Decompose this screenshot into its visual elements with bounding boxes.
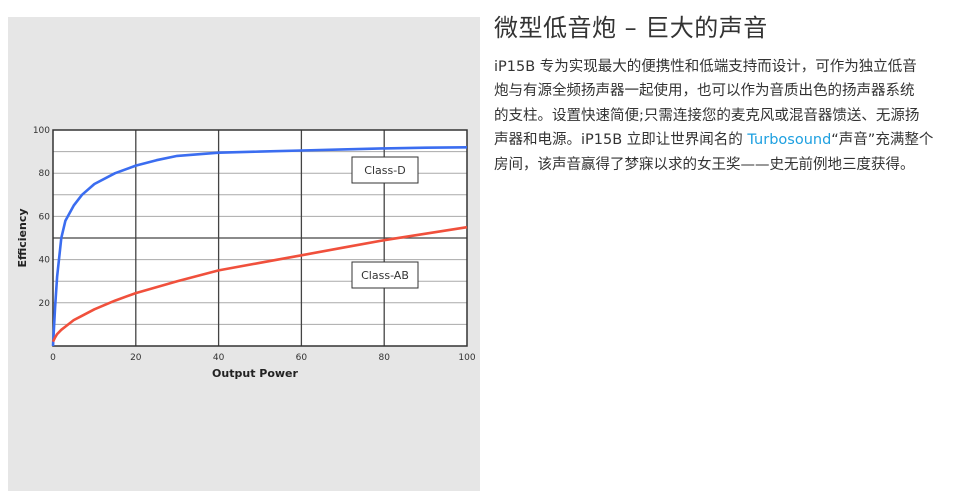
legend-box bbox=[351, 261, 419, 289]
y-tick-label: 60 bbox=[39, 212, 51, 222]
x-tick-label: 20 bbox=[130, 353, 142, 363]
series-line-class-d bbox=[51, 146, 468, 347]
page-title: 微型低音炮 – 巨大的声音 bbox=[494, 14, 768, 42]
paragraph-line: 房间，该声音赢得了梦寐以求的女王奖——史无前例地三度获得。 bbox=[494, 156, 915, 173]
paragraph-text: “声音”充满整个 bbox=[831, 132, 934, 149]
x-tick-label: 0 bbox=[50, 353, 56, 363]
paragraph-line: 炮与有源全频扬声器一起使用，也可以作为音质出色的扬声器系统 bbox=[494, 83, 915, 100]
description-paragraph: iP15B 专为实现最大的便携性和低端支持而设计，可作为独立低音 炮与有源全频扬… bbox=[494, 55, 964, 177]
paragraph-line: iP15B 专为实现最大的便携性和低端支持而设计，可作为独立低音 bbox=[494, 59, 917, 75]
x-axis-label: Output Power bbox=[212, 367, 298, 380]
x-tick-label: 100 bbox=[458, 353, 475, 363]
paragraph-text: 声器和电源。iP15B 立即让世界闻名的 bbox=[494, 132, 748, 149]
plot-border bbox=[52, 129, 468, 347]
x-tick-label: 80 bbox=[378, 353, 390, 363]
y-tick-label: 100 bbox=[33, 126, 50, 136]
y-tick-label: 20 bbox=[39, 299, 51, 309]
paragraph-line: 的支柱。设置快速简便;只需连接您的麦克风或混音器馈送、无源扬 bbox=[494, 107, 920, 124]
legend-label: Class-AB bbox=[361, 269, 409, 282]
legend-box bbox=[351, 156, 419, 184]
y-axis-label: Efficiency bbox=[16, 208, 29, 267]
paragraph-line: 声器和电源。iP15B 立即让世界闻名的 Turbosound“声音”充满整个 bbox=[494, 128, 964, 152]
series-line-class-ab bbox=[51, 225, 468, 343]
x-tick-label: 40 bbox=[213, 353, 225, 363]
x-tick-label: 60 bbox=[296, 353, 308, 363]
chart-panel: Class-D Class-AB 0 20 40 60 80 100 20 40 60 80 100 Ou… bbox=[8, 17, 480, 491]
efficiency-chart: Class-D Class-AB 0 20 40 60 80 100 20 40 60 80 100 Ou… bbox=[16, 126, 476, 380]
turbosound-link[interactable]: Turbosound bbox=[747, 132, 832, 149]
y-tick-label: 40 bbox=[39, 256, 51, 266]
legend-label: Class-D bbox=[364, 164, 405, 177]
y-tick-label: 80 bbox=[39, 169, 51, 179]
